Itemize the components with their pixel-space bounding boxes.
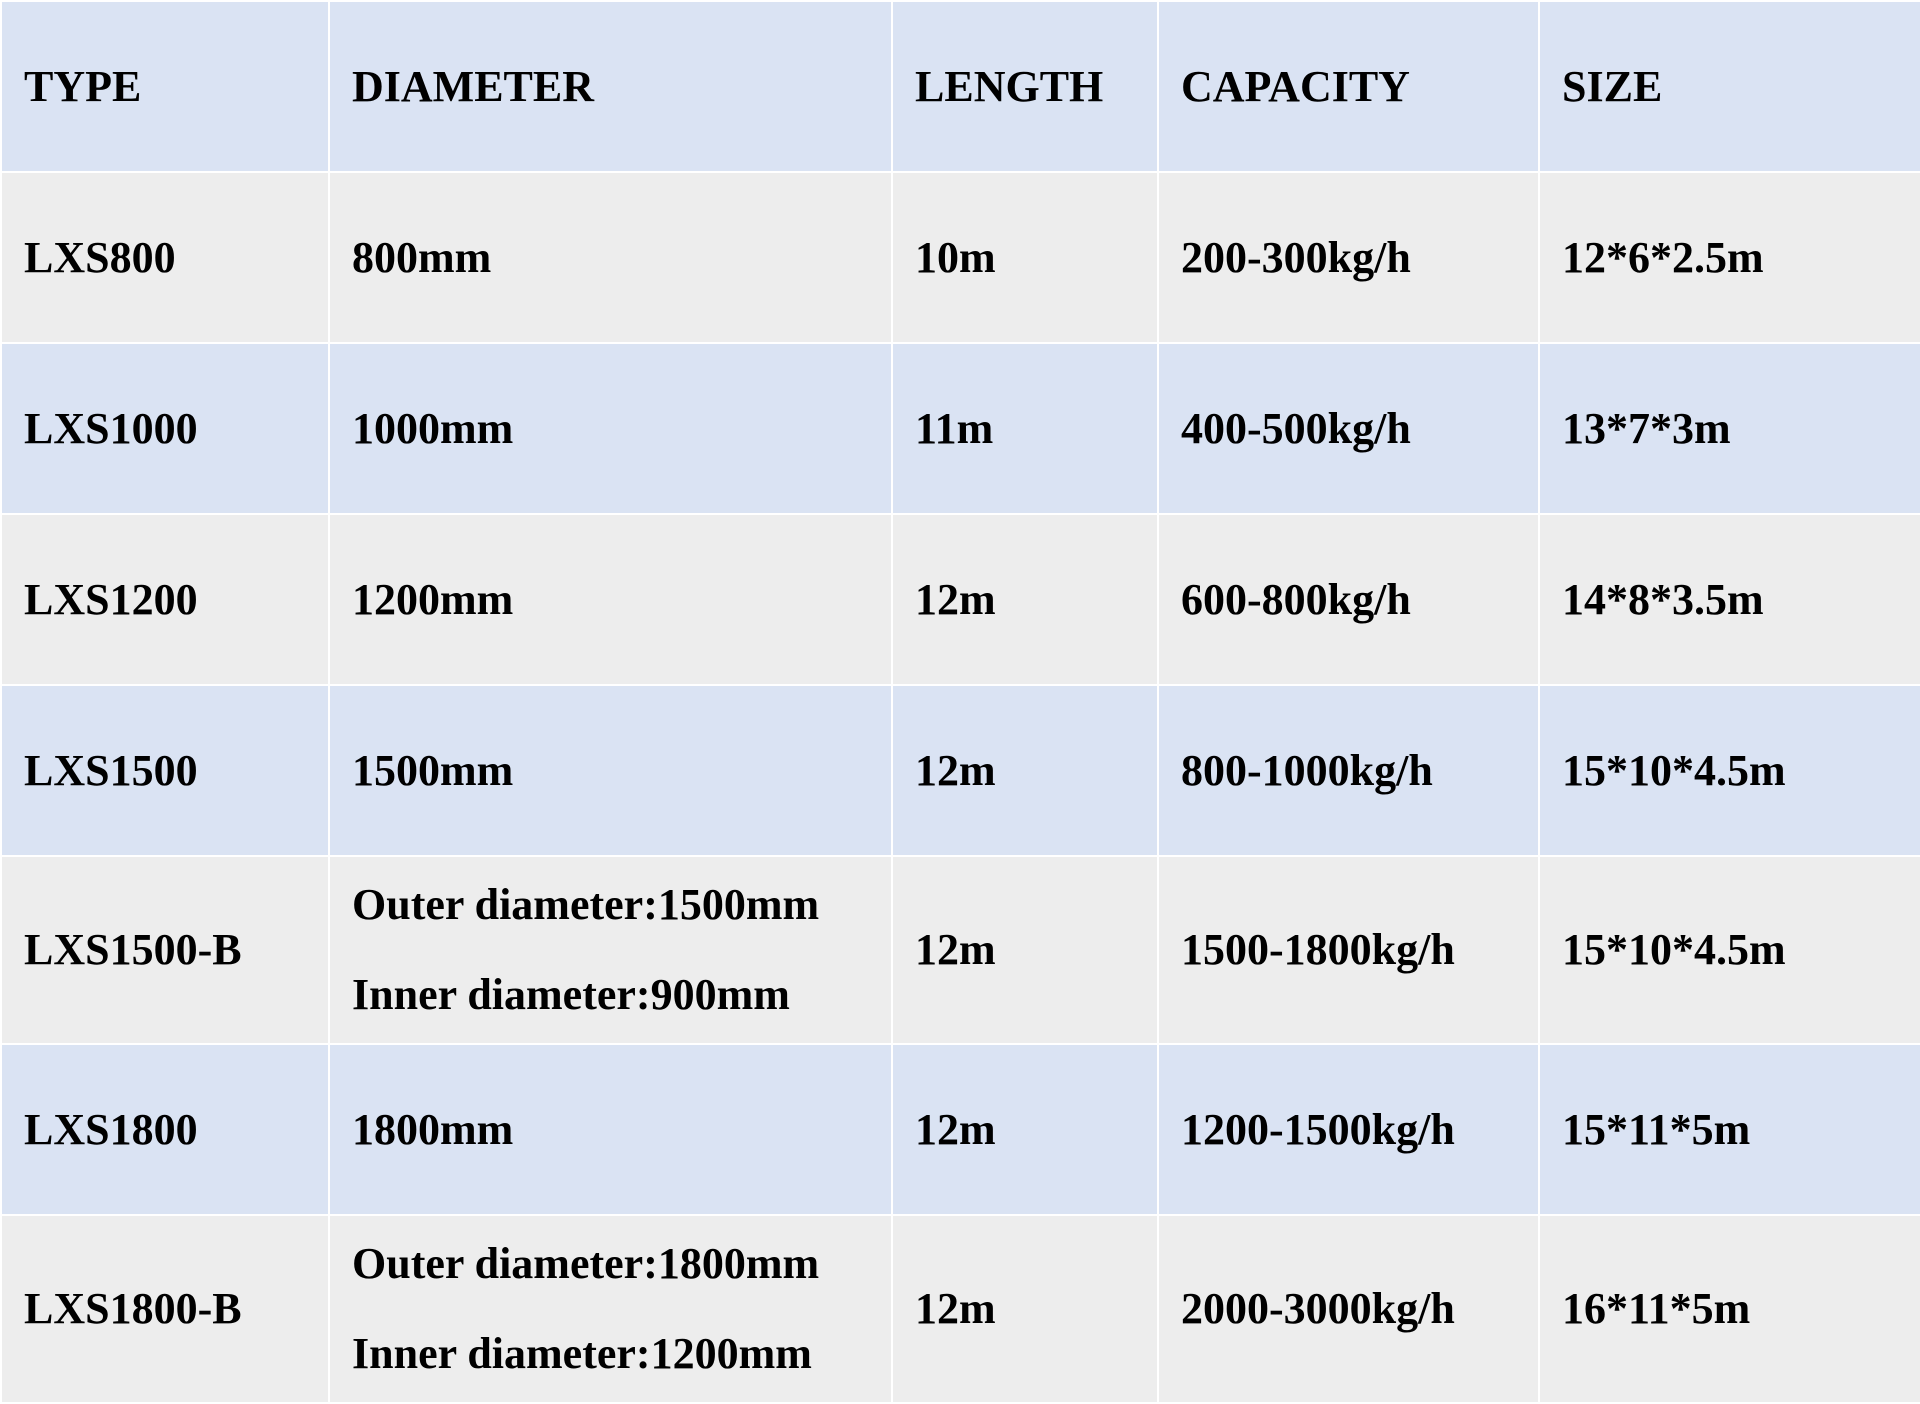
cell-capacity: 1500-1800kg/h (1157, 855, 1540, 1045)
cell-length: 11m (891, 342, 1159, 515)
header-capacity: CAPACITY (1157, 0, 1540, 173)
diameter-line: 1200mm (352, 574, 514, 624)
diameter-line: 800mm (352, 232, 492, 282)
cell-diameter: 1200mm (328, 513, 893, 686)
cell-type: LXS800 (0, 171, 330, 344)
table-row: LXS1200 1200mm 12m 600-800kg/h 14*8*3.5m (0, 513, 1920, 686)
cell-size: 12*6*2.5m (1538, 171, 1920, 344)
diameter-line: Inner diameter:900mm (352, 970, 790, 1019)
cell-size: 15*11*5m (1538, 1043, 1920, 1216)
table-row: LXS1500 1500mm 12m 800-1000kg/h 15*10*4.5m (0, 684, 1920, 857)
cell-type: LXS1500 (0, 684, 330, 857)
table-body: LXS800 800mm 10m 200-300kg/h 12*6*2.5m LXS100… (0, 171, 1920, 1404)
cell-size: 14*8*3.5m (1538, 513, 1920, 686)
header-size: SIZE (1538, 0, 1920, 173)
cell-type: LXS1000 (0, 342, 330, 515)
cell-diameter: 1000mm (328, 342, 893, 515)
cell-size: 16*11*5m (1538, 1214, 1920, 1404)
cell-size: 15*10*4.5m (1538, 855, 1920, 1045)
cell-diameter: 1500mm (328, 684, 893, 857)
header-row: TYPE DIAMETER LENGTH CAPACITY SIZE (0, 0, 1920, 173)
table-row: LXS1800-B Outer diameter:1800mm Inner diam… (0, 1214, 1920, 1404)
cell-type: LXS1800 (0, 1043, 330, 1216)
table-row: LXS800 800mm 10m 200-300kg/h 12*6*2.5m (0, 171, 1920, 344)
header-length: LENGTH (891, 0, 1159, 173)
cell-diameter: Outer diameter:1500mm Inner diameter:900m… (328, 855, 893, 1045)
cell-length: 12m (891, 855, 1159, 1045)
cell-type: LXS1800-B (0, 1214, 330, 1404)
header-type: TYPE (0, 0, 330, 173)
diameter-line: 1800mm (352, 1104, 514, 1154)
cell-size: 15*10*4.5m (1538, 684, 1920, 857)
cell-capacity: 400-500kg/h (1157, 342, 1540, 515)
cell-diameter: Outer diameter:1800mm Inner diameter:1200… (328, 1214, 893, 1404)
cell-diameter: 800mm (328, 171, 893, 344)
cell-length: 12m (891, 684, 1159, 857)
cell-type: LXS1200 (0, 513, 330, 686)
diameter-line: 1500mm (352, 745, 514, 795)
cell-capacity: 2000-3000kg/h (1157, 1214, 1540, 1404)
cell-size: 13*7*3m (1538, 342, 1920, 515)
table-row: LXS1000 1000mm 11m 400-500kg/h 13*7*3m (0, 342, 1920, 515)
diameter-line: Outer diameter:1500mm (352, 880, 820, 929)
cell-capacity: 1200-1500kg/h (1157, 1043, 1540, 1216)
cell-capacity: 600-800kg/h (1157, 513, 1540, 686)
header-diameter: DIAMETER (328, 0, 893, 173)
diameter-line: Outer diameter:1800mm (352, 1239, 820, 1288)
diameter-line: Inner diameter:1200mm (352, 1329, 812, 1378)
cell-capacity: 200-300kg/h (1157, 171, 1540, 344)
cell-length: 12m (891, 1043, 1159, 1216)
cell-diameter: 1800mm (328, 1043, 893, 1216)
table-row: LXS1500-B Outer diameter:1500mm Inner diam… (0, 855, 1920, 1045)
cell-type: LXS1500-B (0, 855, 330, 1045)
cell-capacity: 800-1000kg/h (1157, 684, 1540, 857)
cell-length: 12m (891, 1214, 1159, 1404)
cell-length: 12m (891, 513, 1159, 686)
diameter-line: 1000mm (352, 403, 514, 453)
table-row: LXS1800 1800mm 12m 1200-1500kg/h 15*11*5m (0, 1043, 1920, 1216)
cell-length: 10m (891, 171, 1159, 344)
